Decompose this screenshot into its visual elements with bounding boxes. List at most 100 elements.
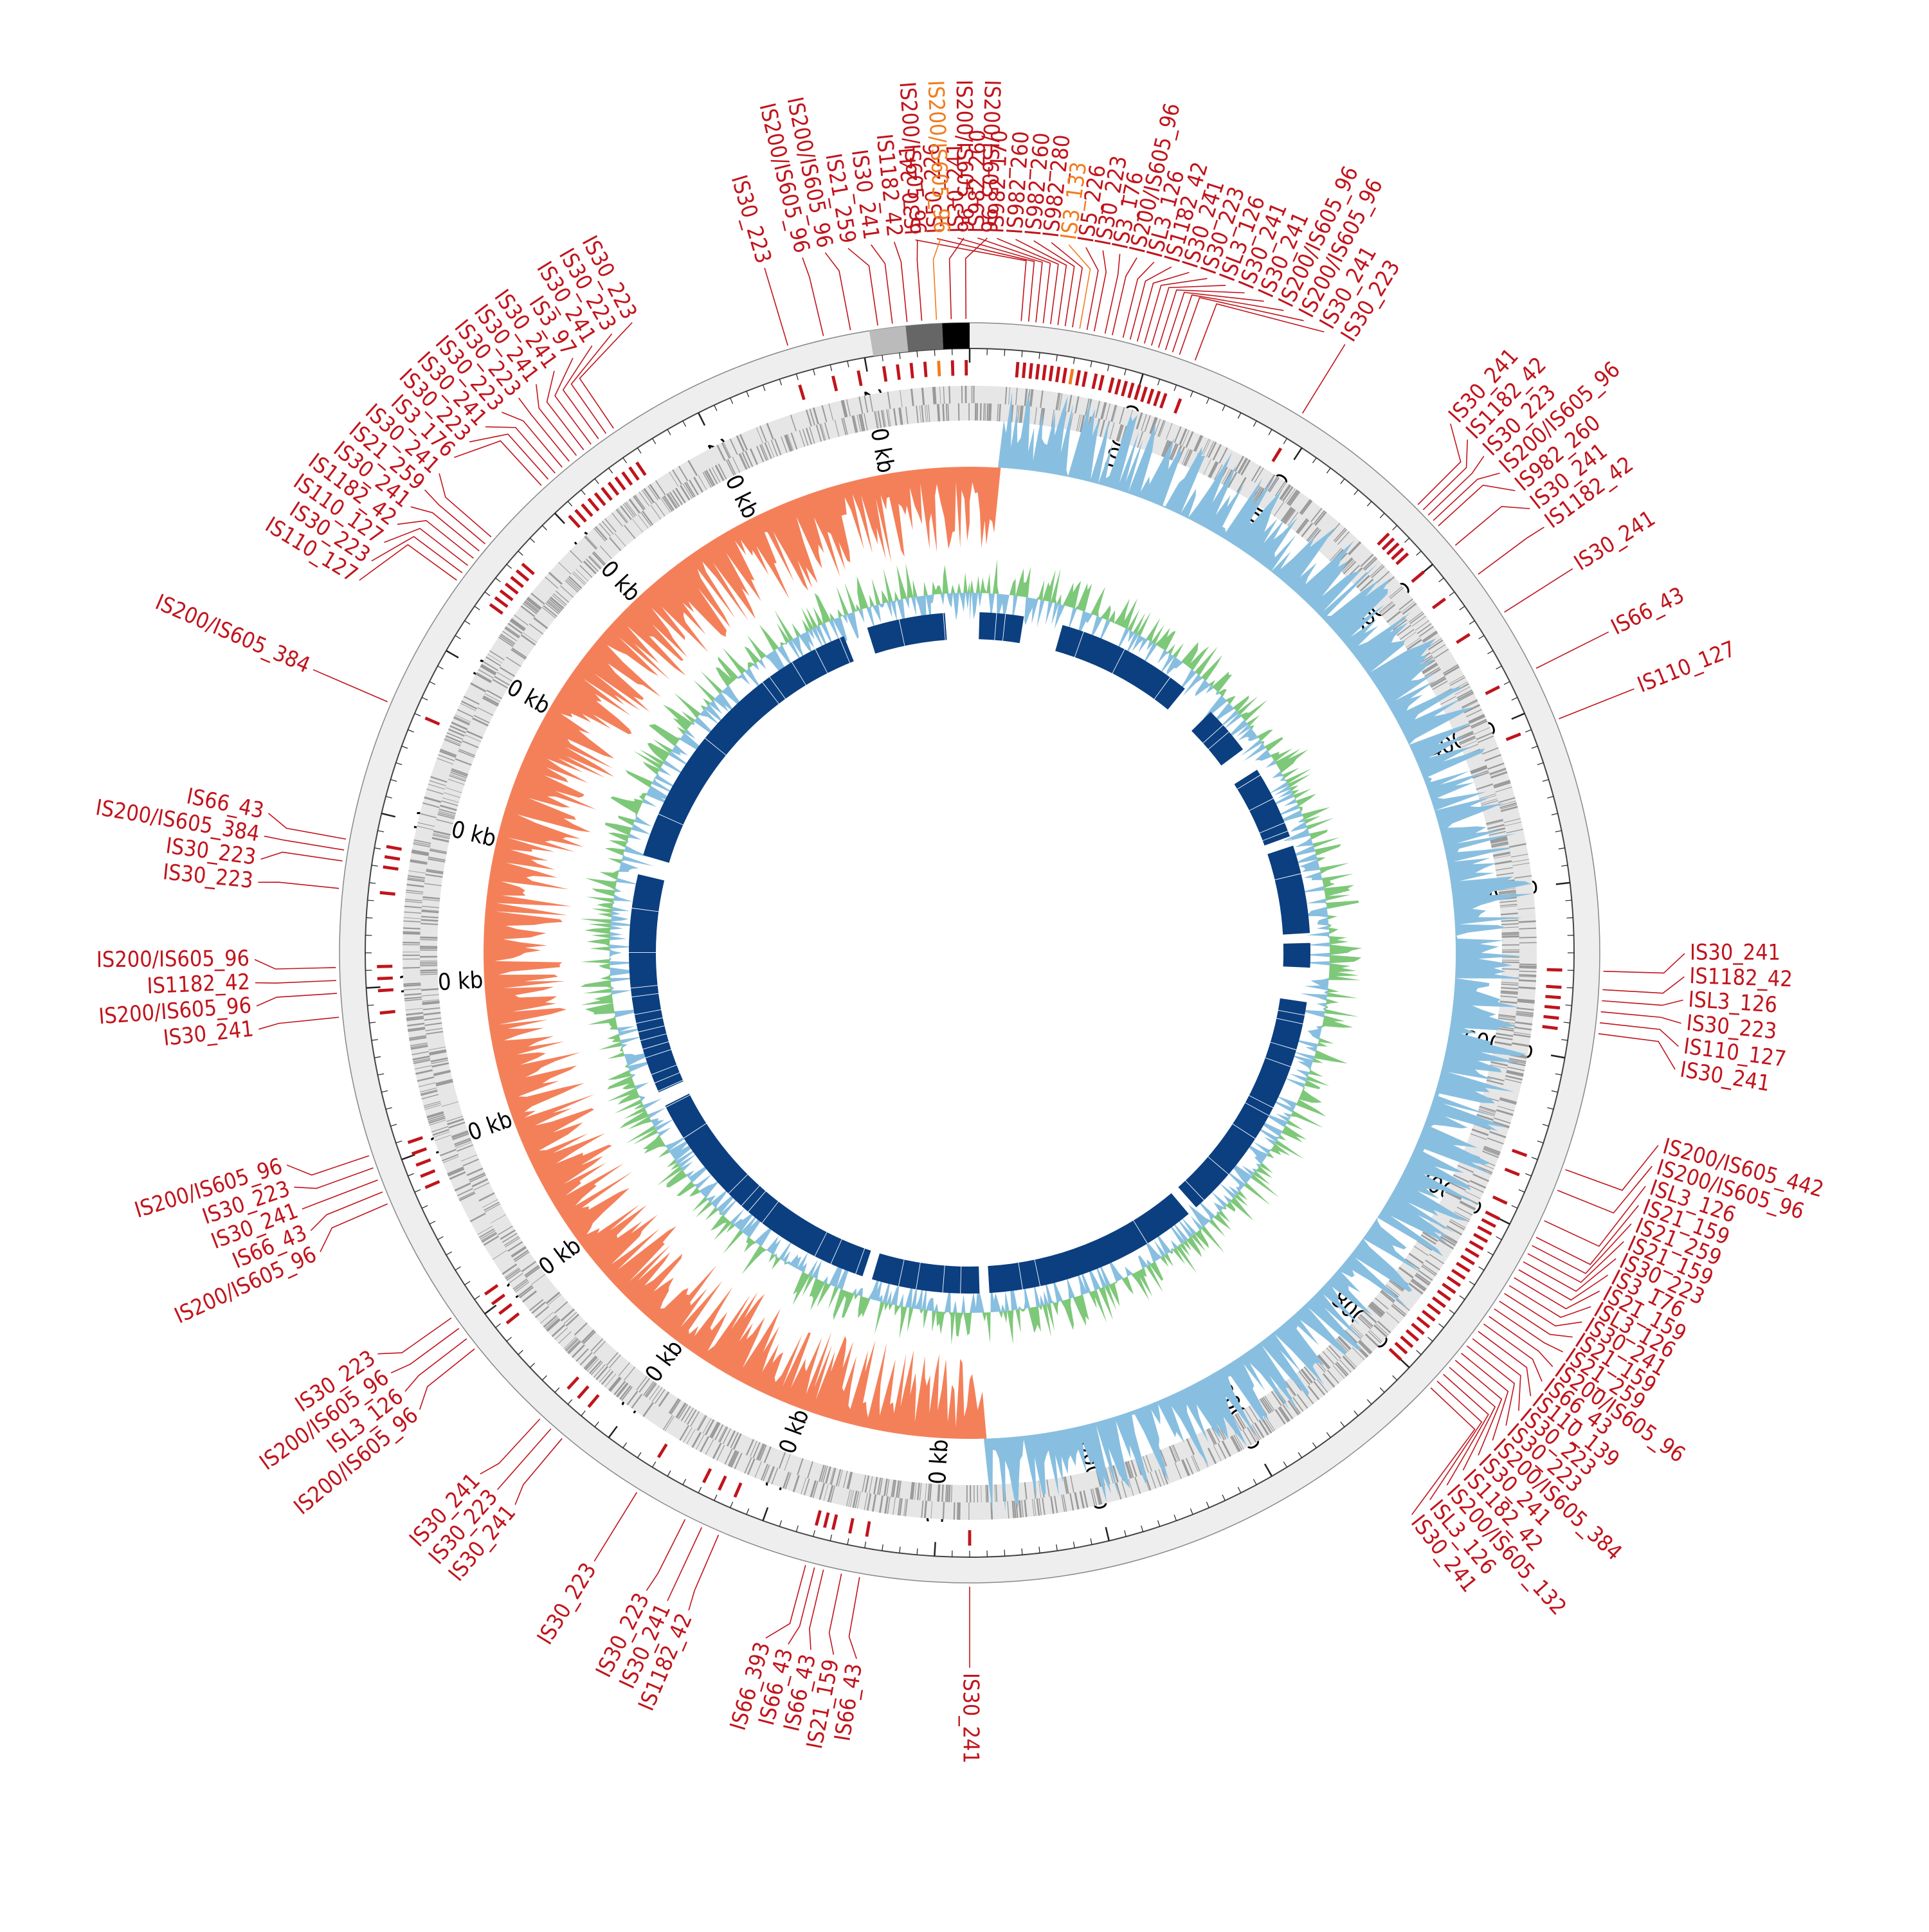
- is-leader-line: [1433, 473, 1499, 521]
- homology-block: [867, 613, 947, 653]
- minor-tick: [1073, 357, 1074, 364]
- is-element-mark: [1173, 398, 1182, 413]
- is-element-mark: [424, 717, 440, 726]
- minor-tick: [934, 350, 935, 356]
- is-leader-line: [1523, 1259, 1616, 1292]
- is-leader-line: [420, 1349, 475, 1410]
- minor-tick: [386, 797, 392, 799]
- minor-tick: [1253, 421, 1256, 427]
- is-leader-line: [829, 1574, 842, 1655]
- minor-tick: [568, 501, 572, 506]
- minor-tick: [1555, 1074, 1562, 1075]
- homology-gap: [1282, 969, 1310, 971]
- is-element-mark: [489, 603, 503, 615]
- is-element-mark: [815, 1510, 822, 1526]
- is-element-mark: [1547, 968, 1562, 971]
- is-element-mark: [412, 1147, 427, 1155]
- is-leader-line: [825, 253, 850, 330]
- is-element-mark: [510, 576, 524, 588]
- is-leader-line: [1559, 689, 1634, 719]
- major-tick: [367, 987, 381, 988]
- minor-tick: [1469, 1281, 1474, 1285]
- is-element-mark: [1506, 732, 1521, 741]
- is-element-label: IS110_127: [1634, 636, 1739, 698]
- minor-tick: [1190, 391, 1193, 397]
- is-element-mark: [1544, 1005, 1560, 1009]
- is-element-mark: [964, 360, 968, 375]
- gene-mark: [973, 386, 974, 403]
- is-leader-line: [391, 1328, 459, 1373]
- is-leader-line: [594, 1492, 637, 1561]
- minor-tick: [623, 1443, 627, 1448]
- is-leader-line: [498, 1429, 551, 1490]
- is-element-label: IS30_241: [1690, 940, 1780, 966]
- is-element-label: IS200/IS605_96: [975, 80, 1005, 233]
- major-tick: [555, 513, 565, 523]
- minor-tick: [1525, 1173, 1531, 1176]
- is-element-mark: [1394, 1342, 1408, 1355]
- minor-tick: [1158, 1521, 1160, 1526]
- is-element-mark: [1049, 366, 1054, 381]
- minor-tick: [917, 1548, 918, 1555]
- minor-tick: [430, 682, 435, 684]
- is-leader-line: [933, 239, 940, 320]
- minor-tick: [1487, 1252, 1493, 1255]
- gene-mark: [966, 1485, 968, 1503]
- is-leader-line: [287, 1156, 369, 1175]
- is-leader-line: [1094, 250, 1106, 331]
- is-element-mark: [1485, 685, 1500, 695]
- is-element-label: IS30_241: [958, 1673, 984, 1764]
- gene-mark: [965, 386, 967, 403]
- is-leader-line: [802, 258, 824, 336]
- homology-block: [1283, 943, 1310, 968]
- minor-tick: [1004, 350, 1005, 356]
- is-element-label: IS1182_42: [147, 969, 251, 999]
- is-element-mark: [378, 988, 394, 992]
- minor-tick: [438, 666, 444, 669]
- minor-tick: [377, 1074, 384, 1075]
- gene-track-group: [403, 386, 1537, 1520]
- minor-tick: [377, 831, 384, 832]
- minor-tick: [830, 365, 831, 371]
- gene-mark: [403, 955, 420, 956]
- minor-tick: [1566, 917, 1573, 918]
- is-element-mark: [380, 1010, 395, 1015]
- is-leader-line: [485, 427, 555, 473]
- minor-tick: [396, 1141, 402, 1143]
- minor-tick: [475, 1296, 480, 1299]
- is-element-mark: [1400, 1335, 1413, 1348]
- homology-gap: [628, 952, 657, 953]
- is-element-mark: [377, 965, 392, 968]
- is-element-mark: [408, 1136, 423, 1144]
- minor-tick: [1449, 592, 1454, 596]
- is-element-mark: [856, 370, 862, 386]
- is-element-mark: [574, 509, 587, 523]
- minor-tick: [1532, 1157, 1537, 1159]
- minor-tick: [1449, 1310, 1454, 1314]
- is-leader-line: [258, 1017, 339, 1029]
- is-element-mark: [491, 1294, 505, 1305]
- minor-tick: [1559, 848, 1565, 849]
- is-leader-line: [1478, 527, 1544, 574]
- is-leader-line: [359, 545, 457, 580]
- minor-tick: [1496, 1236, 1502, 1240]
- is-leader-line: [454, 441, 541, 485]
- is-leader-line: [1159, 290, 1245, 348]
- gene-mark: [959, 1503, 961, 1520]
- is-element-mark: [1469, 1240, 1484, 1250]
- major-tick: [609, 1426, 617, 1438]
- is-element-mark: [1108, 377, 1114, 393]
- minor-tick: [1543, 779, 1549, 781]
- minor-tick: [581, 490, 585, 495]
- minor-tick: [653, 438, 656, 444]
- is-leader-line: [320, 1204, 388, 1252]
- minor-tick: [653, 1462, 656, 1468]
- is-leader-line: [264, 836, 344, 851]
- minor-tick: [1091, 361, 1092, 367]
- is-element-mark: [415, 1159, 431, 1167]
- is-element-mark: [1029, 363, 1033, 379]
- minor-tick: [1222, 405, 1225, 411]
- is-element-mark: [1460, 1254, 1475, 1265]
- is-element-mark: [380, 891, 395, 896]
- is-element-mark: [1114, 379, 1121, 394]
